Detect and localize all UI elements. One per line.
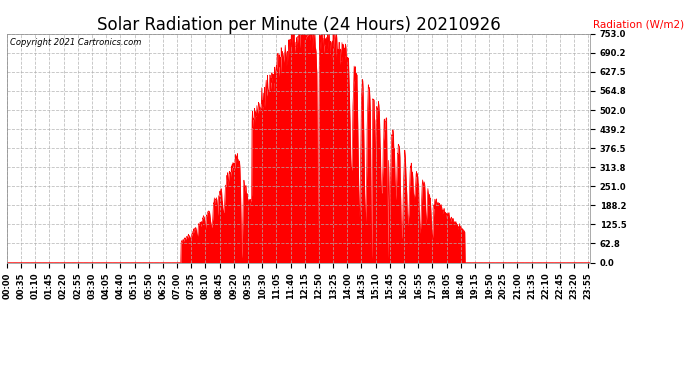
Y-axis label: Radiation (W/m2): Radiation (W/m2) — [593, 19, 684, 29]
Title: Solar Radiation per Minute (24 Hours) 20210926: Solar Radiation per Minute (24 Hours) 20… — [97, 16, 500, 34]
Text: Copyright 2021 Cartronics.com: Copyright 2021 Cartronics.com — [10, 38, 141, 47]
